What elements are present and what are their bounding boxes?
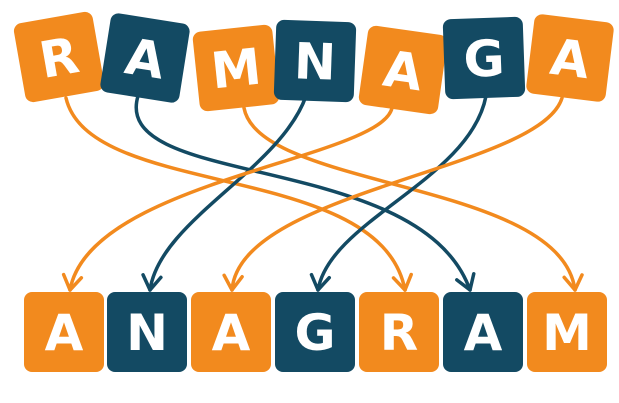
- scrambled-letter: A: [379, 39, 427, 103]
- scrambled-letter: G: [462, 29, 506, 89]
- scrambled-letter-tile: A: [357, 24, 449, 116]
- anagram-letter-tile: G: [275, 292, 355, 372]
- mapping-arrow: [222, 96, 564, 292]
- anagram-letter-tile: A: [191, 292, 271, 372]
- anagram-letter: N: [126, 304, 168, 362]
- scrambled-letter: A: [121, 27, 169, 91]
- arrowhead: [222, 273, 244, 292]
- anagram-letter: A: [463, 304, 503, 362]
- arrow-line: [148, 94, 308, 292]
- arrowhead: [61, 272, 84, 292]
- anagram-letter-tile: A: [443, 292, 523, 372]
- scrambled-letter-tile: N: [273, 19, 357, 103]
- arrow-line: [242, 106, 577, 292]
- arrowhead: [141, 273, 163, 292]
- scrambled-letter-tile: A: [525, 13, 615, 103]
- arrow-line: [64, 96, 407, 292]
- scrambled-letter-tile: G: [442, 16, 526, 100]
- arrow-line: [68, 106, 394, 292]
- mapping-arrow: [134, 94, 476, 292]
- scrambled-letter: M: [208, 37, 264, 101]
- arrow-line: [230, 96, 564, 292]
- arrowhead: [309, 272, 331, 292]
- mapping-arrow: [61, 106, 394, 292]
- mapping-arrow: [141, 94, 308, 292]
- scrambled-letter: R: [35, 26, 84, 90]
- scrambled-letter: A: [547, 27, 593, 91]
- arrowhead: [455, 272, 476, 292]
- arrow-line: [134, 94, 472, 292]
- anagram-letter: G: [294, 304, 336, 362]
- anagram-letter-tile: M: [527, 292, 607, 372]
- mapping-arrow: [309, 94, 488, 292]
- anagram-letter-tile: A: [24, 292, 104, 372]
- arrowhead: [391, 272, 413, 292]
- arrowhead: [562, 273, 584, 292]
- scrambled-letter-tile: M: [192, 24, 280, 112]
- scrambled-letter-tile: R: [12, 10, 106, 104]
- scrambled-letter: N: [293, 32, 337, 92]
- anagram-letter: A: [211, 304, 251, 362]
- anagram-letter: M: [542, 304, 592, 362]
- anagram-letter: R: [379, 304, 419, 362]
- scrambled-letter-tile: A: [99, 12, 191, 104]
- anagram-letter-tile: R: [359, 292, 439, 372]
- anagram-letter: A: [44, 304, 84, 362]
- mapping-arrow: [242, 106, 584, 292]
- anagram-letter-tile: N: [107, 292, 187, 372]
- arrow-line: [316, 94, 488, 292]
